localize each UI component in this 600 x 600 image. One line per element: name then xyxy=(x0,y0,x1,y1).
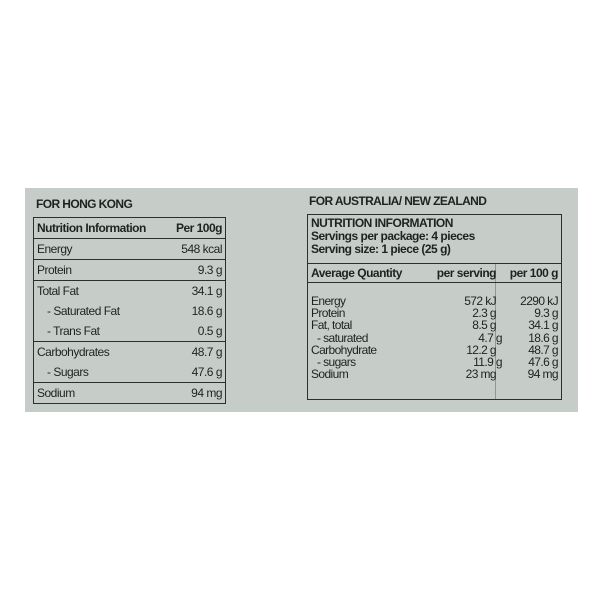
table-row: Carbohydrate 12.2 g 48.7 g xyxy=(308,344,561,356)
column-divider xyxy=(495,264,496,399)
nutrient-value: 18.6 g xyxy=(191,304,223,318)
table-row: - sugars 11.9 g 47.6 g xyxy=(308,356,561,368)
nutrient-label: Energy xyxy=(37,242,73,256)
per-serving-value: 23 mg xyxy=(465,367,497,382)
label-background xyxy=(25,188,578,412)
au-table-body: Energy 572 kJ 2290 kJ Protein 2.3 g 9.3 g Fat,… xyxy=(308,283,561,380)
per-100g-value: 48.7 g xyxy=(528,342,558,357)
nutrient-label: - Sugars xyxy=(47,365,89,379)
per-serving-value: 8.5 g xyxy=(472,318,496,333)
nutrient-label: - Saturated Fat xyxy=(47,304,120,318)
col-average-quantity: Average Quantity xyxy=(311,266,402,280)
au-title: FOR AUSTRALIA/ NEW ZEALAND xyxy=(309,194,487,208)
per-100g-value: 94 mg xyxy=(527,367,559,382)
nutrient-value: 548 kcal xyxy=(181,242,222,256)
table-row: Protein 9.3 g xyxy=(34,260,225,280)
table-row: Total Fat 34.1 g xyxy=(34,281,225,301)
nutrient-label: Sodium xyxy=(37,386,75,400)
nutrient-value: 9.3 g xyxy=(197,263,223,277)
col-per-100g: per 100 g xyxy=(509,266,559,280)
table-row: - Saturated Fat 18.6 g xyxy=(34,301,225,321)
hk-row-group: Total Fat 34.1 g - Saturated Fat 18.6 g - Tr… xyxy=(34,280,225,341)
per-100g-value: 47.6 g xyxy=(528,354,558,369)
nutrient-label: Carbohydrate xyxy=(311,342,377,357)
nutrient-label: - sugars xyxy=(317,354,356,369)
hk-title: FOR HONG KONG xyxy=(36,197,133,211)
table-row: Energy 548 kcal xyxy=(34,239,225,259)
table-row: Sodium 23 mg 94 mg xyxy=(308,368,561,380)
per-serving-value: 4.7 g xyxy=(478,330,502,345)
per-serving-value: 2.3 g xyxy=(472,306,496,321)
hk-row-group: Energy 548 kcal xyxy=(34,238,225,259)
table-row: Fat, total 8.5 g 34.1 g xyxy=(308,319,561,331)
nutrient-value: 34.1 g xyxy=(191,284,223,298)
nutrient-label: Energy xyxy=(311,294,346,308)
nutrient-label: - Trans Fat xyxy=(47,324,100,338)
nutrient-label: Sodium xyxy=(311,367,349,382)
table-row: Protein 2.3 g 9.3 g xyxy=(308,307,561,319)
table-row: Carbohydrates 48.7 g xyxy=(34,342,225,362)
nutrient-label: - saturated xyxy=(317,330,368,345)
table-row: - saturated 4.7 g 18.6 g xyxy=(308,330,561,345)
au-serving-size: Serving size: 1 piece (25 g) xyxy=(311,242,451,256)
nutrient-label: Protein xyxy=(311,306,345,321)
nutrient-value: 47.6 g xyxy=(191,365,223,379)
col-per-serving: per serving xyxy=(436,266,497,280)
nutrient-label: Total Fat xyxy=(37,284,79,298)
nutrient-label: Protein xyxy=(37,263,72,277)
hk-nutrition-table: Nutrition Information Per 100g Energy 548 k… xyxy=(33,217,226,404)
per-100g-value: 2290 kJ xyxy=(520,294,558,308)
hk-header-label: Nutrition Information xyxy=(37,221,146,235)
table-row: Energy 572 kJ 2290 kJ xyxy=(308,295,561,307)
nutrient-label: Carbohydrates xyxy=(37,345,110,359)
nutrient-value: 48.7 g xyxy=(191,345,223,359)
table-row: - Sugars 47.6 g xyxy=(34,362,225,382)
au-table-head: NUTRITION INFORMATION Servings per packa… xyxy=(308,215,561,264)
per-serving-value: 11.9 g xyxy=(473,354,502,369)
table-row: - Trans Fat 0.5 g xyxy=(34,321,225,341)
au-column-headers: Average Quantity per serving per 100 g xyxy=(308,264,561,283)
hk-row-group: Protein 9.3 g xyxy=(34,259,225,280)
au-nutrition-table: NUTRITION INFORMATION Servings per packa… xyxy=(307,214,562,400)
table-row: Sodium 94 mg xyxy=(34,383,225,403)
nutrient-label: Fat, total xyxy=(311,318,352,333)
hk-row-group: Carbohydrates 48.7 g - Sugars 47.6 g xyxy=(34,341,225,382)
per-serving-value: 572 kJ xyxy=(464,294,496,308)
per-100g-value: 18.6 g xyxy=(528,330,558,345)
hk-header-value: Per 100g xyxy=(175,221,223,235)
hk-header-row: Nutrition Information Per 100g xyxy=(34,218,225,238)
au-heading: NUTRITION INFORMATION xyxy=(311,216,453,230)
nutrient-value: 94 mg xyxy=(191,386,222,400)
per-100g-value: 34.1 g xyxy=(528,318,558,333)
per-100g-value: 9.3 g xyxy=(534,306,558,321)
nutrient-value: 0.5 g xyxy=(197,324,223,338)
per-serving-value: 12.2 g xyxy=(466,342,496,357)
hk-row-group: Sodium 94 mg xyxy=(34,382,225,403)
au-servings-per-package: Servings per package: 4 pieces xyxy=(311,229,475,243)
